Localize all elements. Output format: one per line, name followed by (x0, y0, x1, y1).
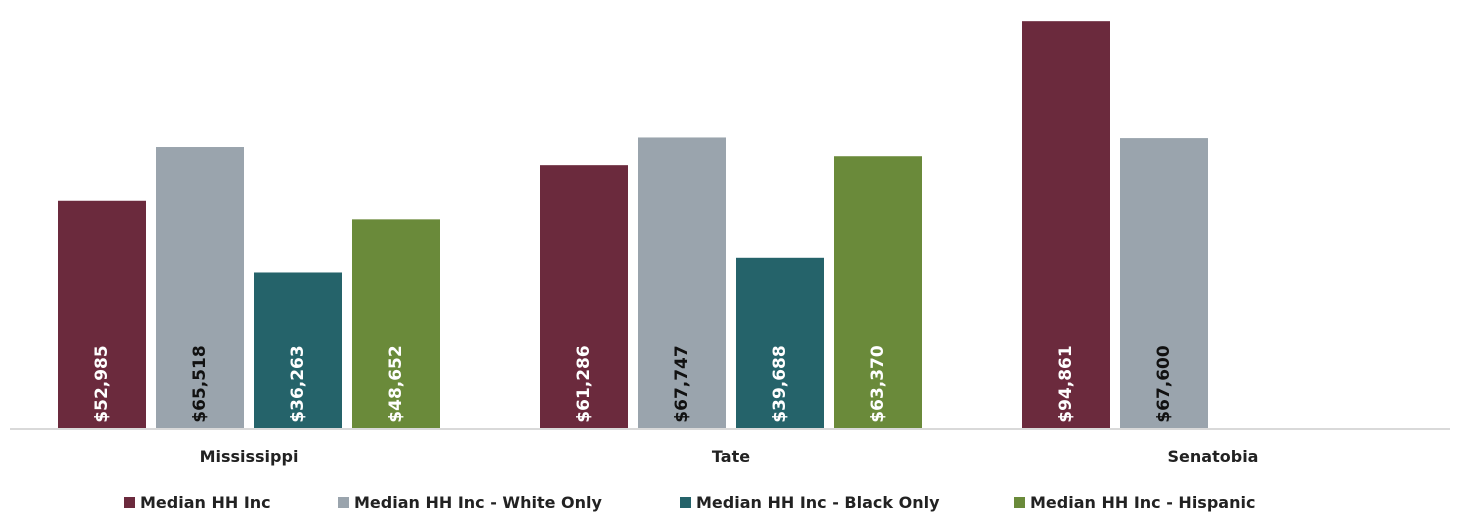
legend-label-series-3: Median HH Inc - Hispanic (1030, 493, 1255, 512)
legend-swatch-series-2 (680, 497, 691, 508)
data-label-tate-series-0: $61,286 (574, 345, 594, 422)
data-label-mississippi-series-2: $36,263 (288, 345, 308, 422)
plot-area: $52,985 $65,518 $36,263 $48,652 $61,286 $67,7… (58, 21, 1208, 429)
legend-swatch-series-3 (1014, 497, 1025, 508)
legend: Median HH Inc Median HH Inc - White Only M… (124, 493, 1255, 512)
legend-label-series-1: Median HH Inc - White Only (354, 493, 603, 512)
data-label-mississippi-series-3: $48,652 (386, 345, 406, 422)
data-label-mississippi-series-1: $65,518 (190, 345, 210, 422)
legend-swatch-series-0 (124, 497, 135, 508)
data-label-tate-series-2: $39,688 (770, 345, 790, 422)
data-label-senatobia-series-1: $67,600 (1154, 345, 1174, 423)
bar-mississippi-series-3 (352, 219, 440, 428)
legend-swatch-series-1 (338, 497, 349, 508)
category-label-tate: Tate (712, 447, 750, 466)
bar-mississippi-series-2 (254, 272, 342, 428)
bar-tate-series-3 (834, 156, 922, 428)
data-label-tate-series-1: $67,747 (672, 345, 692, 422)
bar-tate-series-1 (638, 137, 726, 428)
category-labels: Mississippi Tate Senatobia (200, 447, 1259, 466)
category-label-mississippi: Mississippi (200, 447, 299, 466)
legend-label-series-2: Median HH Inc - Black Only (696, 493, 940, 512)
bar-senatobia-series-0 (1022, 21, 1110, 429)
legend-label-series-0: Median HH Inc (140, 493, 271, 512)
data-label-senatobia-series-0: $94,861 (1056, 345, 1076, 422)
bar-senatobia-series-1 (1120, 138, 1208, 428)
data-label-mississippi-series-0: $52,985 (92, 345, 112, 422)
data-label-tate-series-3: $63,370 (868, 345, 888, 423)
category-label-senatobia: Senatobia (1168, 447, 1259, 466)
bar-tate-series-2 (736, 257, 824, 428)
bar-mississippi-series-1 (156, 147, 244, 428)
bar-tate-series-0 (540, 165, 628, 428)
bar-mississippi-series-0 (58, 200, 146, 428)
